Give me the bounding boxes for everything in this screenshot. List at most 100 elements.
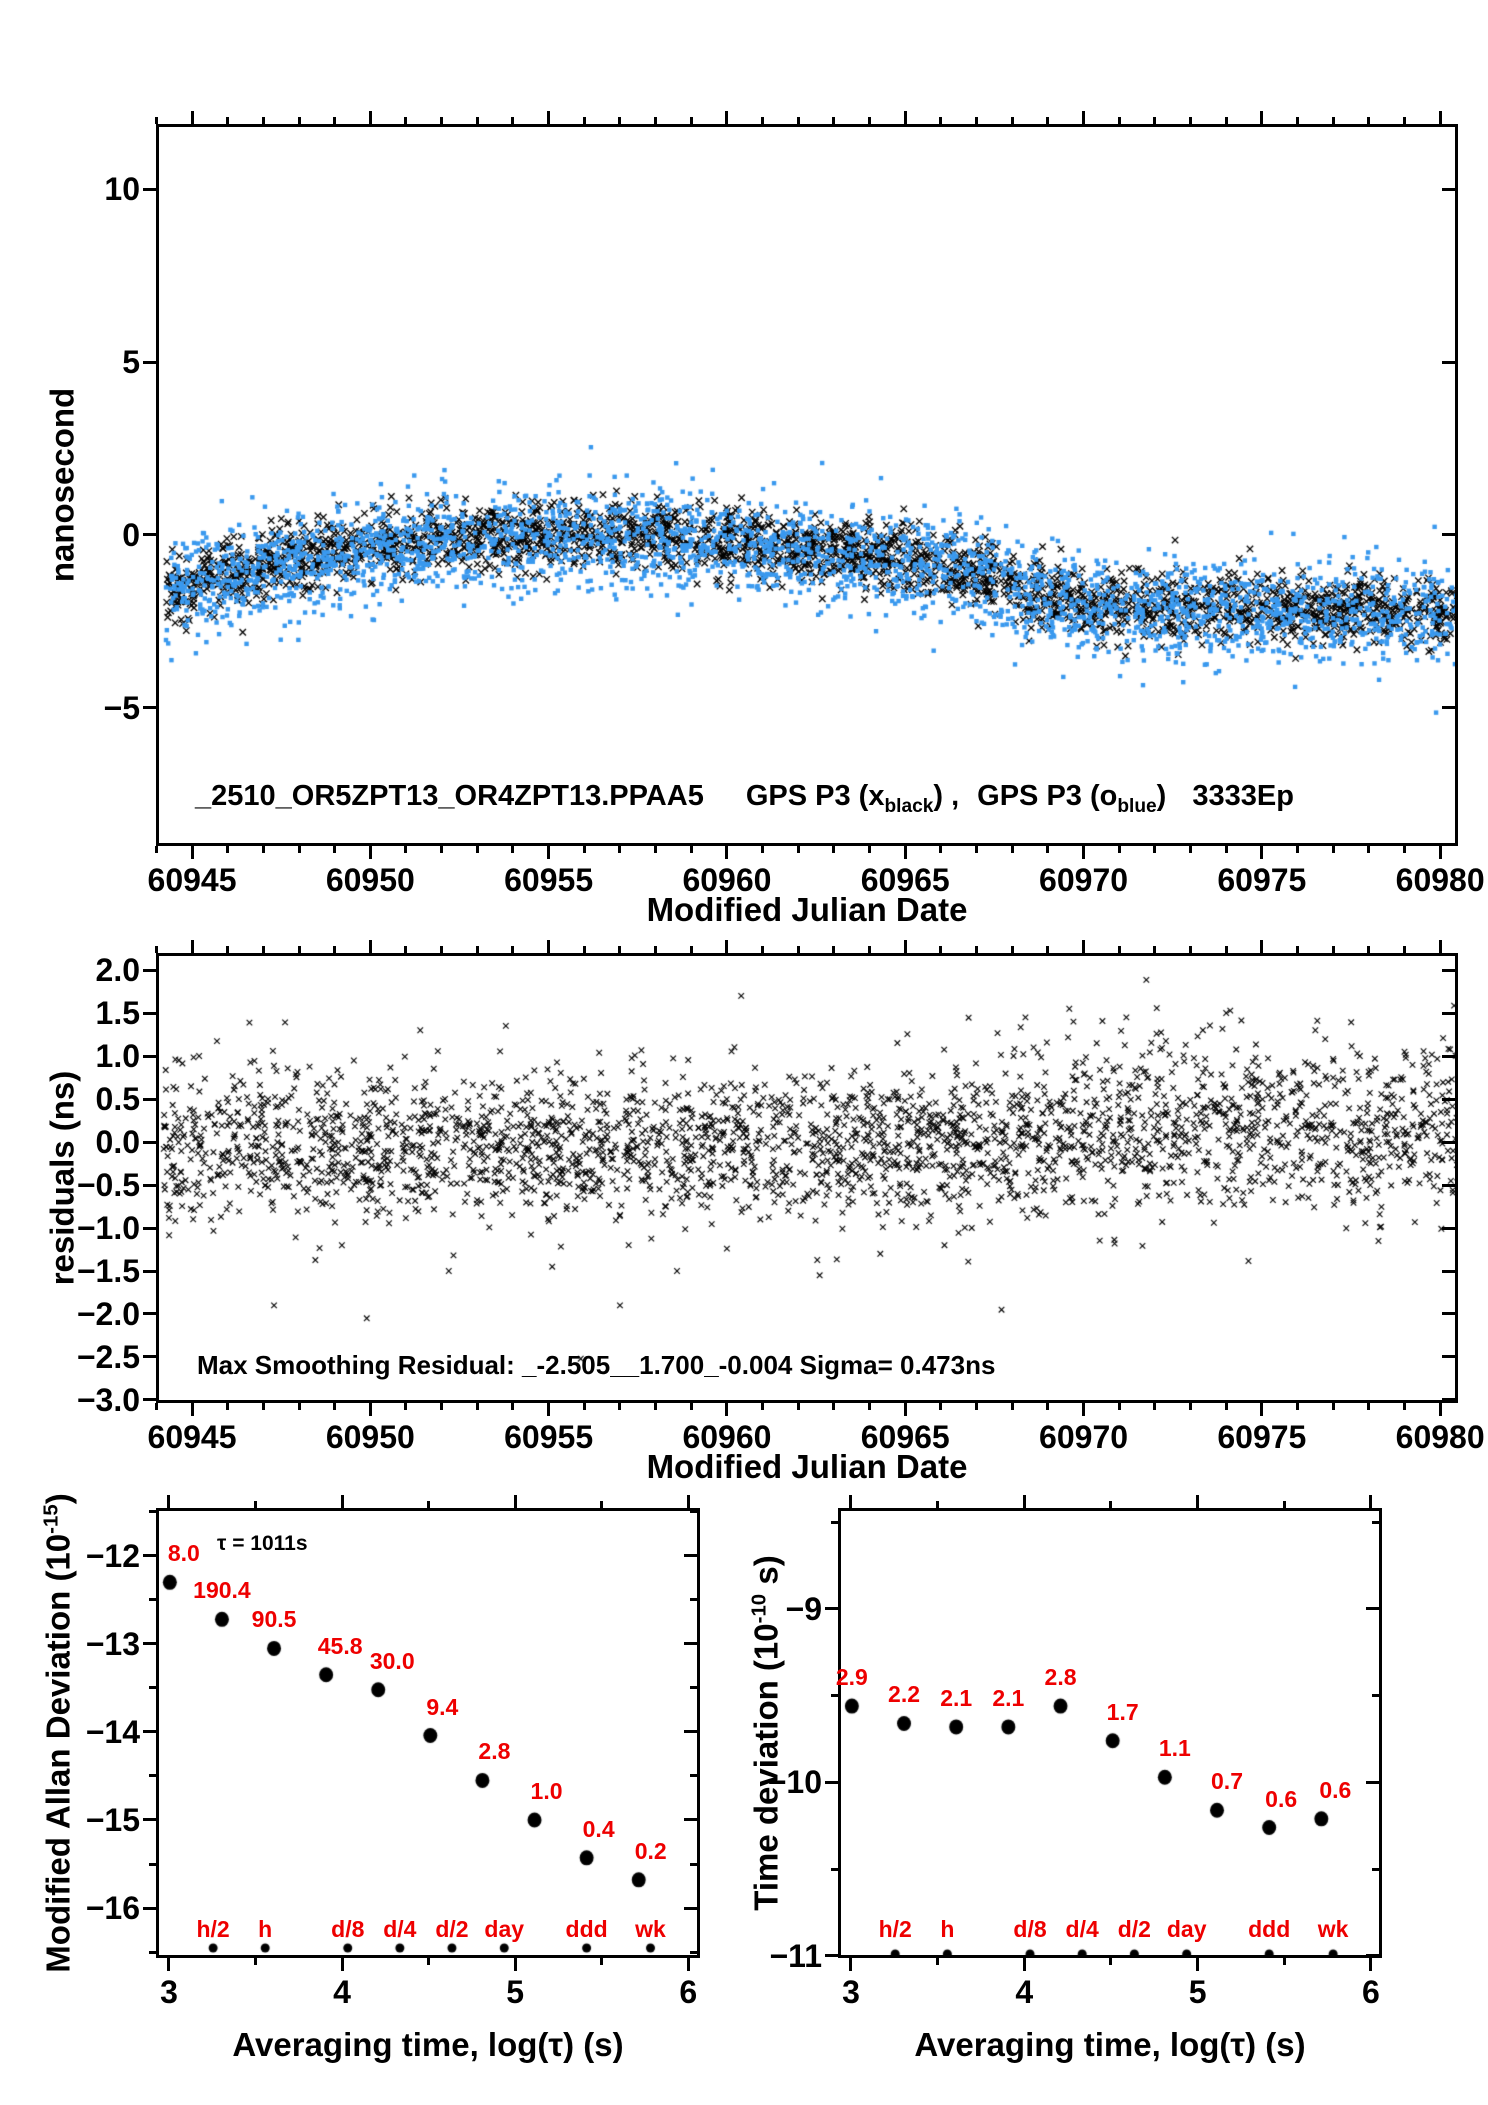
x-tick (686, 1495, 690, 1508)
x-tick-label: 60955 (504, 862, 594, 898)
x-tick (832, 946, 836, 953)
y-tick (831, 1520, 838, 1524)
x-tick (975, 1403, 979, 1410)
y-tick (143, 1818, 156, 1822)
x-tick (1296, 946, 1300, 953)
x-tick (1189, 117, 1193, 124)
mdev-point-label: 0.2 (634, 1837, 667, 1864)
x-tick (903, 111, 907, 124)
y-tick-label: −9 (785, 1590, 822, 1627)
x-tick (333, 1403, 337, 1410)
x-tick (618, 117, 622, 124)
time-unit-label: d/4 (383, 1916, 417, 1942)
x-tick (975, 846, 979, 853)
y-tick-label: −1.0 (76, 1210, 140, 1246)
x-tick (1046, 1403, 1050, 1410)
y-tick (1442, 968, 1455, 972)
y-tick-label: 0 (122, 516, 140, 553)
x-tick-label: 60970 (1039, 1419, 1129, 1455)
x-tick-label: 60950 (325, 862, 415, 898)
y-tick (1442, 1269, 1455, 1273)
y-tick (684, 1730, 697, 1734)
x-tick (1046, 117, 1050, 124)
y-tick (143, 1312, 156, 1316)
x-tick (297, 1403, 301, 1410)
y-tick (143, 1398, 156, 1402)
time-unit-label: wk (1317, 1916, 1349, 1942)
x-tick-label: 4 (333, 1974, 351, 2010)
y-tick (143, 968, 156, 972)
mdev-panel: τ = 1011s (143, 1495, 700, 1971)
x-tick (1117, 1403, 1121, 1410)
y-tick (690, 1510, 697, 1514)
x-tick (600, 1958, 604, 1965)
y-tick (143, 187, 156, 191)
time-unit-label: h (940, 1916, 955, 1942)
y-tick (1366, 1780, 1379, 1784)
x-tick (511, 846, 515, 853)
tdev-point-label: 0.7 (1211, 1768, 1243, 1795)
x-tick (1022, 1958, 1026, 1971)
y-tick (690, 1598, 697, 1602)
x-tick (1189, 846, 1193, 853)
x-tick (618, 1403, 622, 1410)
x-tick (1260, 846, 1264, 859)
x-tick (340, 1495, 344, 1508)
x-tick (190, 111, 194, 124)
x-tick (1010, 946, 1014, 953)
x-tick (582, 846, 586, 853)
x-tick (1367, 117, 1371, 124)
y-tick (684, 1642, 697, 1646)
x-tick (796, 946, 800, 953)
y-tick (684, 1906, 697, 1910)
y-tick (143, 360, 156, 364)
x-tick (936, 1958, 940, 1965)
y-tick (1442, 187, 1455, 191)
tdev-x-axis-title: Averaging time, log(τ) (s) (914, 2026, 1306, 2063)
x-tick (600, 1501, 604, 1508)
top-scatter-canvas (159, 127, 1455, 843)
x-tick (1438, 846, 1442, 859)
y-tick (143, 1355, 156, 1359)
x-tick (1331, 117, 1335, 124)
y-tick-label: 2.0 (95, 952, 140, 989)
x-tick (761, 1403, 765, 1410)
x-tick (511, 117, 515, 124)
x-tick (1189, 1403, 1193, 1410)
y-tick-label: −14 (85, 1713, 140, 1750)
x-tick (725, 111, 729, 124)
x-tick (689, 846, 693, 853)
x-tick (226, 1403, 230, 1410)
y-tick (831, 1694, 838, 1698)
x-tick-label: 60965 (860, 862, 950, 898)
file-label: _2510_OR5ZPT13_OR4ZPT13.PPAA5 (195, 780, 704, 812)
tdev-canvas (841, 1511, 1379, 1955)
top-panel-title: _2510_OR5ZPT13_OR4ZPT13.PPAA5 GPS P3 (xbl… (195, 782, 1294, 816)
x-tick (475, 1403, 479, 1410)
x-tick (903, 940, 907, 953)
y-tick (690, 1686, 697, 1690)
y-tick (1442, 1140, 1455, 1144)
x-tick (936, 1501, 940, 1508)
y-tick (825, 1954, 838, 1958)
x-tick (226, 117, 230, 124)
x-tick (297, 846, 301, 853)
y-tick (1442, 1312, 1455, 1316)
x-tick (475, 946, 479, 953)
x-tick (1109, 1501, 1113, 1508)
x-tick (1224, 1403, 1228, 1410)
x-tick-label: 6 (1362, 1974, 1380, 2010)
x-tick (868, 846, 872, 853)
y-tick (690, 1774, 697, 1778)
x-tick (1369, 1958, 1373, 1971)
y-tick (1442, 1355, 1455, 1359)
y-tick (143, 1269, 156, 1273)
x-tick (1403, 117, 1406, 124)
x-tick (868, 946, 872, 953)
mdev-point-label: 0.4 (582, 1815, 615, 1842)
x-tick (1082, 111, 1086, 124)
x-tick (154, 946, 158, 953)
y-tick (143, 706, 156, 710)
x-tick (1010, 117, 1014, 124)
